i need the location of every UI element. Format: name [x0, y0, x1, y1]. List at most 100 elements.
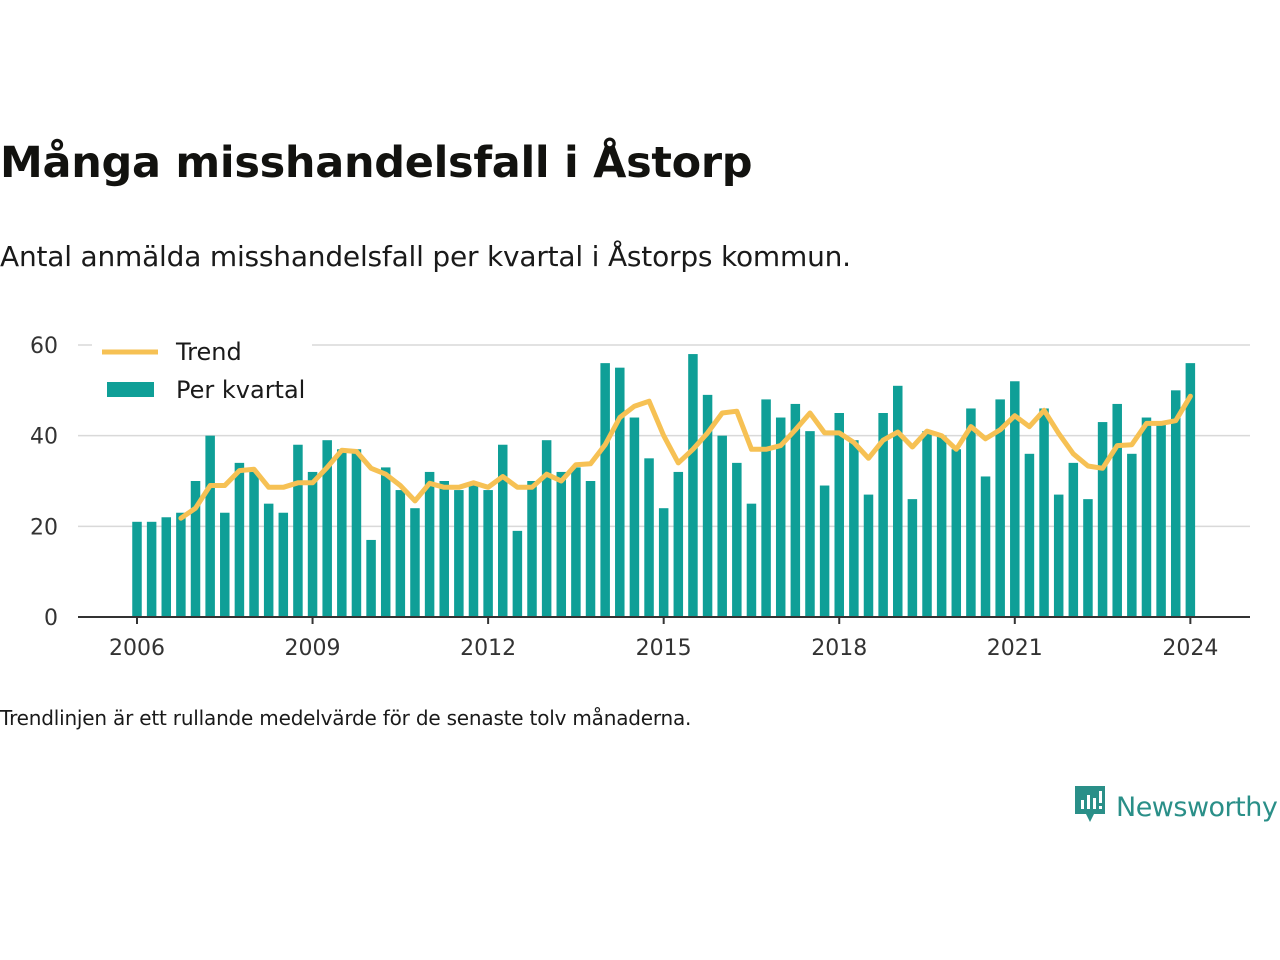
- x-tick-label: 2009: [285, 636, 341, 661]
- bar-line-chart: 0 20 40 60 2006 2009 2012 2015 2018 2021 2024 Tre…: [30, 334, 1250, 661]
- legend-background: [92, 334, 312, 414]
- bar: [673, 471, 684, 617]
- bar: [220, 512, 230, 617]
- bar: [263, 503, 274, 617]
- bar: [805, 431, 815, 617]
- bar: [790, 403, 801, 617]
- bar: [1010, 381, 1020, 617]
- legend-label-per-kvartal: Per kvartal: [176, 376, 305, 404]
- trend-series: [178, 393, 1193, 521]
- newsworthy-logo-icon: [1072, 784, 1108, 830]
- axes: 2006 2009 2012 2015 2018 2021 2024: [78, 616, 1250, 661]
- bar: [132, 521, 142, 617]
- bar: [819, 485, 830, 617]
- bar-series: [132, 354, 1196, 617]
- bar: [980, 476, 991, 617]
- bar: [176, 512, 186, 617]
- trend-line: [178, 393, 1193, 521]
- bar: [190, 481, 201, 617]
- bar: [1039, 408, 1049, 617]
- legend-bars-swatch: [107, 382, 154, 397]
- y-tick-label: 20: [30, 515, 58, 540]
- bar: [717, 435, 727, 617]
- bar: [1185, 363, 1196, 617]
- bar: [366, 539, 376, 617]
- bar: [249, 471, 259, 617]
- bar: [424, 471, 435, 617]
- bar: [439, 481, 449, 617]
- bar: [834, 413, 844, 617]
- y-tick-label: 0: [44, 606, 58, 631]
- bar: [1112, 403, 1122, 617]
- bar: [351, 449, 362, 617]
- bar: [205, 435, 215, 617]
- bar: [556, 471, 567, 617]
- x-tick-label: 2018: [811, 636, 867, 661]
- x-tick-label: 2015: [636, 636, 692, 661]
- bar: [512, 530, 523, 617]
- bar: [395, 490, 406, 617]
- bar: [585, 481, 596, 617]
- bar: [454, 490, 464, 617]
- bar: [146, 521, 157, 617]
- bar: [380, 467, 391, 617]
- bar: [468, 485, 479, 617]
- bar: [293, 444, 303, 617]
- bar: [161, 517, 172, 617]
- bar: [732, 462, 742, 617]
- y-tick-label: 60: [30, 334, 58, 359]
- bar: [498, 444, 508, 617]
- chart-subtitle: Antal anmälda misshandelsfall per kvarta…: [0, 240, 851, 273]
- bar: [1083, 499, 1093, 617]
- bar: [951, 449, 962, 617]
- bar: [644, 458, 654, 617]
- bar: [922, 431, 932, 617]
- bar: [307, 471, 318, 617]
- y-tick-label: 40: [30, 425, 58, 450]
- bar: [234, 462, 245, 617]
- legend-label-trend: Trend: [175, 338, 242, 366]
- bar: [878, 413, 888, 617]
- bar: [571, 467, 581, 617]
- legend: Trend Per kvartal: [92, 334, 312, 414]
- bar: [1068, 462, 1079, 617]
- bar: [775, 417, 786, 617]
- x-tick-label: 2012: [460, 636, 516, 661]
- bar: [1053, 494, 1064, 617]
- bar: [1141, 417, 1152, 617]
- bar: [849, 440, 859, 617]
- bar: [995, 399, 1005, 617]
- bar: [629, 417, 640, 617]
- bar: [936, 435, 947, 617]
- bar: [483, 490, 493, 617]
- bar: [600, 363, 610, 617]
- brand-logo: Newsworthy: [1072, 784, 1278, 830]
- bar: [658, 508, 669, 617]
- bar: [541, 440, 552, 617]
- bar: [1156, 422, 1166, 617]
- bar: [615, 367, 625, 617]
- bar: [893, 385, 903, 617]
- x-tick-label: 2021: [987, 636, 1043, 661]
- bar: [1170, 390, 1181, 617]
- brand-name: Newsworthy: [1116, 791, 1278, 823]
- bar: [761, 399, 771, 617]
- chart-title: Många misshandelsfall i Åstorp: [0, 138, 753, 188]
- bar: [410, 508, 420, 617]
- bar: [688, 354, 698, 617]
- bar: [337, 449, 347, 617]
- x-tick-label: 2024: [1162, 636, 1218, 661]
- bar: [322, 440, 332, 617]
- x-tick-label: 2006: [109, 636, 165, 661]
- footnote: Trendlinjen är ett rullande medelvärde f…: [0, 706, 692, 730]
- bar: [863, 494, 874, 617]
- bar: [1127, 453, 1137, 617]
- bar: [278, 512, 289, 617]
- bar: [966, 408, 976, 617]
- bar: [1097, 422, 1108, 617]
- bar: [746, 503, 757, 617]
- bar: [527, 481, 537, 617]
- bar: [702, 394, 713, 617]
- bar: [907, 499, 918, 617]
- bar: [1024, 453, 1035, 617]
